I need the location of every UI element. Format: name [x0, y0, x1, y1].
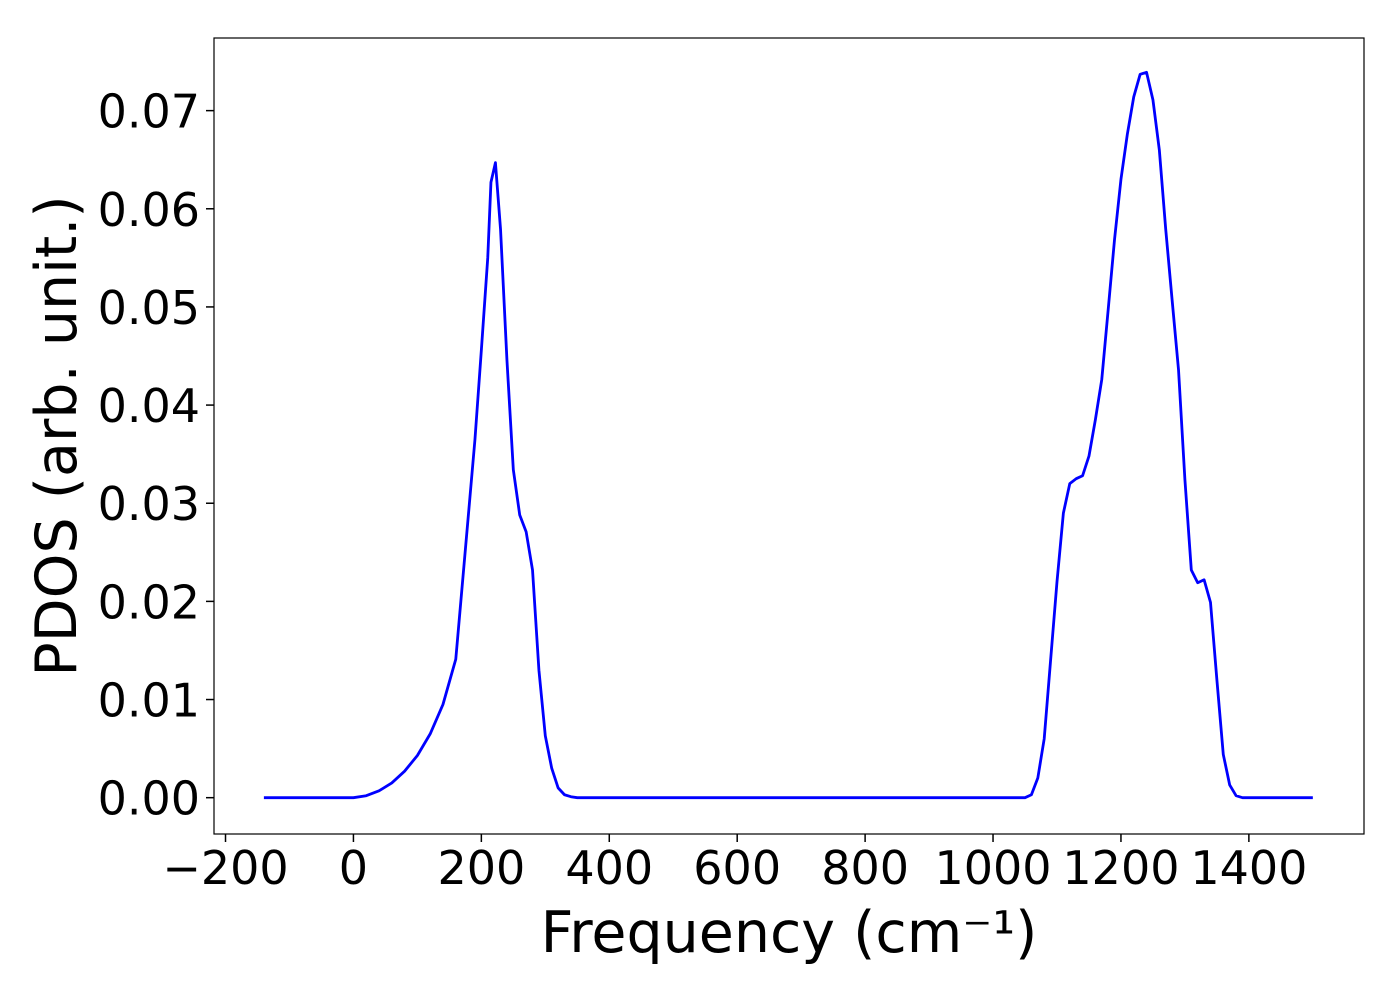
y-tick-label: 0.07	[98, 85, 200, 139]
x-tick-label: 1400	[1190, 841, 1307, 895]
y-tick-label: 0.04	[98, 379, 200, 433]
x-tick-label: 0	[339, 841, 368, 895]
y-axis-label: PDOS (arb. unit.)	[24, 195, 90, 676]
x-tick-label: 800	[821, 841, 909, 895]
x-tick-label: 200	[437, 841, 525, 895]
y-tick-label: 0.02	[98, 575, 200, 629]
x-tick-label: 400	[565, 841, 653, 895]
x-tick-label: −200	[162, 841, 288, 895]
y-tick-label: 0.01	[98, 674, 200, 728]
plot-frame	[213, 37, 1365, 835]
line-series	[263, 70, 1313, 800]
y-tick-label: 0.06	[98, 183, 200, 237]
y-tick-label: 0.05	[98, 281, 200, 335]
y-tick-label: 0.03	[98, 477, 200, 531]
x-tick-label: 600	[693, 841, 781, 895]
x-tick-label: 1000	[934, 841, 1051, 895]
y-tick-label: 0.00	[98, 772, 200, 826]
x-axis-label: Frequency (cm⁻¹)	[541, 900, 1038, 966]
x-tick-label: 1200	[1062, 841, 1179, 895]
